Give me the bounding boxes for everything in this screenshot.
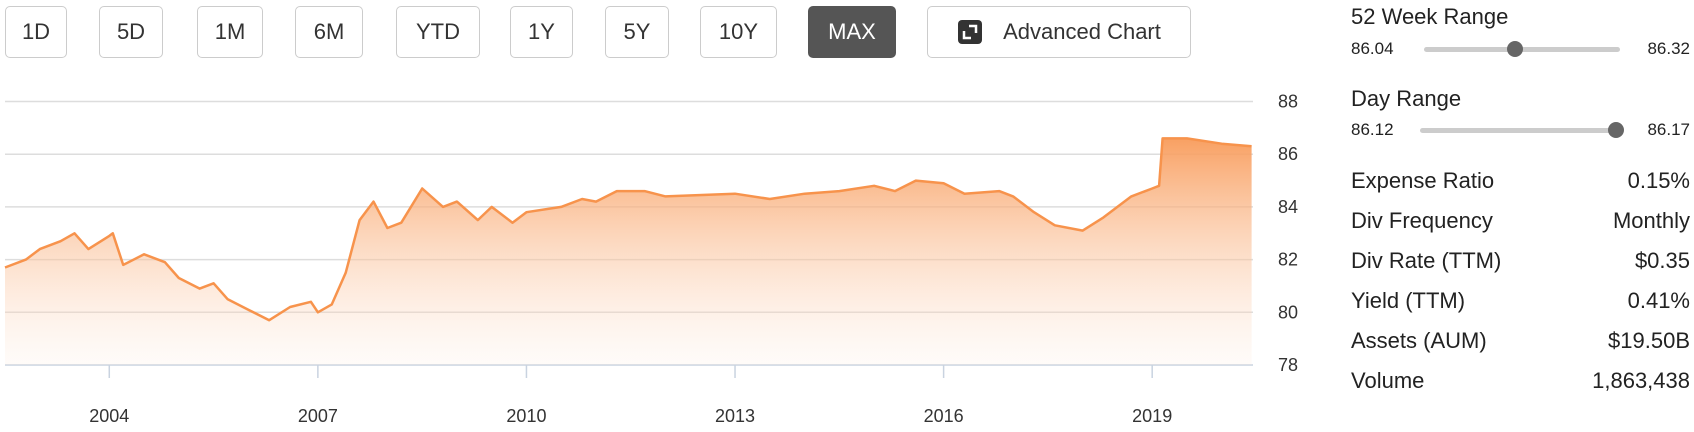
range-marker bbox=[1507, 41, 1523, 57]
range-button[interactable]: MAX bbox=[808, 6, 896, 58]
range-title: Day Range bbox=[1351, 86, 1462, 111]
stat-row: Expense Ratio 0.15% bbox=[1351, 168, 1690, 194]
line bbox=[4, 137, 1252, 322]
stat-row: Div Frequency Monthly bbox=[1351, 208, 1690, 234]
stat-value: 0.15% bbox=[1627, 168, 1690, 193]
range-button[interactable]: 1D bbox=[5, 6, 67, 58]
range-low: 86.12 bbox=[1351, 120, 1394, 139]
range-button[interactable]: 10Y bbox=[700, 6, 777, 58]
range-high: 86.17 bbox=[1647, 120, 1690, 139]
range-button[interactable]: YTD bbox=[396, 6, 480, 58]
range-low: 86.04 bbox=[1351, 39, 1394, 58]
advanced-chart-label: Advanced Chart bbox=[1003, 19, 1161, 44]
range-button[interactable]: 6M bbox=[295, 6, 363, 58]
y-tick-label: 86 bbox=[1278, 144, 1298, 164]
range-button[interactable]: 1Y bbox=[510, 6, 573, 58]
y-tick-label: 82 bbox=[1278, 250, 1298, 270]
stat-label: Volume bbox=[1351, 368, 1425, 393]
y-tick-label: 78 bbox=[1278, 355, 1298, 375]
range-track bbox=[1424, 41, 1620, 57]
x-tick-label: 2007 bbox=[298, 406, 338, 426]
stat-row: Yield (TTM) 0.41% bbox=[1351, 288, 1690, 314]
range-button[interactable]: 1M bbox=[197, 6, 263, 58]
x-tick-label: 2013 bbox=[715, 406, 755, 426]
stat-value: $0.35 bbox=[1634, 248, 1690, 273]
range-button[interactable]: 5D bbox=[99, 6, 163, 58]
stat-label: Div Rate (TTM) bbox=[1351, 248, 1502, 273]
advanced-chart-button[interactable]: Advanced Chart bbox=[927, 6, 1191, 58]
y-tick-label: 80 bbox=[1278, 302, 1298, 322]
range-title: 52 Week Range bbox=[1351, 4, 1509, 29]
range-track bbox=[1420, 122, 1624, 138]
stat-label: Yield (TTM) bbox=[1351, 288, 1466, 313]
x-tick-label: 2010 bbox=[506, 406, 546, 426]
y-tick-label: 88 bbox=[1278, 92, 1298, 112]
chart: 78 80 82 84 86 88 2004 2007 2010 2013 2016 2019 bbox=[4, 92, 1298, 426]
x-tick-label: 2019 bbox=[1132, 406, 1172, 426]
stat-row: Volume 1,863,438 bbox=[1351, 368, 1690, 394]
stat-label: Expense Ratio bbox=[1351, 168, 1495, 193]
range-button[interactable]: 5Y bbox=[605, 6, 669, 58]
x-tick-label: 2016 bbox=[924, 406, 964, 426]
stat-label: Div Frequency bbox=[1351, 208, 1493, 233]
stat-value: $19.50B bbox=[1608, 328, 1690, 353]
x-tick-label: 2004 bbox=[89, 406, 129, 426]
stat-value: 1,863,438 bbox=[1592, 368, 1690, 393]
stat-label: Assets (AUM) bbox=[1351, 328, 1487, 353]
stat-row: Assets (AUM) $19.50B bbox=[1351, 328, 1690, 354]
stat-value: 0.41% bbox=[1627, 288, 1690, 313]
range-high: 86.32 bbox=[1647, 39, 1690, 58]
stat-value: Monthly bbox=[1612, 208, 1690, 233]
range-marker bbox=[1608, 122, 1624, 138]
area bbox=[5, 138, 1252, 365]
stat-row: Div Rate (TTM) $0.35 bbox=[1351, 248, 1690, 274]
expand-icon bbox=[958, 20, 983, 44]
y-tick-label: 84 bbox=[1278, 197, 1298, 217]
